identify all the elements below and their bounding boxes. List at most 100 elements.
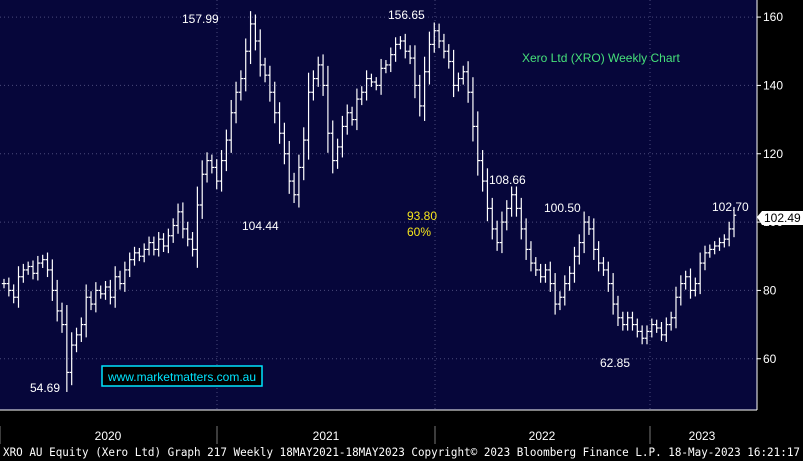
price-annotation: 54.69	[30, 381, 60, 395]
price-bar	[345, 104, 350, 135]
price-annotation: 156.65	[388, 8, 425, 22]
price-bar	[504, 200, 509, 231]
watermark-box	[101, 365, 263, 387]
price-bar	[649, 318, 655, 338]
price-bar	[335, 138, 340, 169]
price-bar	[644, 325, 650, 345]
price-bar	[562, 275, 567, 306]
price-bar	[557, 291, 563, 311]
price-bar	[35, 255, 41, 281]
price-bar	[185, 221, 190, 247]
price-bar	[127, 252, 132, 278]
price-bar	[528, 241, 534, 272]
price-annotation: 100.50	[544, 201, 581, 215]
price-bar	[45, 252, 50, 278]
price-bar	[369, 73, 374, 87]
price-bar	[388, 47, 393, 73]
price-bar	[282, 122, 287, 165]
price-bar	[422, 56, 427, 121]
y-tick-label: 80	[763, 283, 777, 297]
price-bar	[103, 280, 108, 300]
y-tick-label: 60	[763, 352, 777, 366]
price-series	[1, 11, 737, 392]
price-bar	[523, 218, 529, 260]
price-bar	[581, 211, 587, 254]
price-annotation: 108.66	[489, 173, 526, 187]
price-bar	[224, 129, 229, 172]
price-bar	[678, 275, 684, 306]
price-bar	[209, 154, 215, 174]
price-bar	[533, 257, 538, 276]
price-bar	[117, 270, 123, 290]
price-bar	[441, 33, 447, 59]
price-bar	[74, 327, 79, 353]
price-bar	[93, 282, 99, 313]
x-tick-label: 2023	[689, 429, 716, 443]
price-bar	[494, 220, 500, 251]
price-bar	[432, 22, 437, 53]
price-bar	[630, 311, 635, 331]
price-bar	[591, 218, 597, 260]
y-tick-label: 160	[763, 10, 783, 24]
price-annotation: 62.85	[600, 356, 630, 370]
price-bar	[21, 263, 26, 283]
price-bar	[673, 286, 679, 329]
fib-annotation: 93.80	[407, 209, 437, 223]
price-bar	[499, 211, 505, 254]
price-bar	[548, 261, 553, 292]
price-bar	[316, 56, 321, 87]
price-bar	[572, 246, 577, 283]
price-bar	[490, 197, 495, 240]
price-bar	[112, 266, 118, 308]
price-bar	[436, 23, 442, 49]
price-bar	[354, 88, 360, 131]
y-tick-label: 120	[763, 147, 783, 161]
price-bar	[16, 266, 21, 308]
price-bar	[340, 115, 345, 158]
price-bar	[291, 172, 297, 204]
price-bar	[615, 295, 621, 327]
price-bar	[393, 37, 398, 62]
last-price-pointer	[757, 211, 803, 225]
price-bar	[98, 285, 103, 299]
price-bar	[378, 58, 384, 95]
x-tick-label: 2021	[313, 429, 340, 443]
price-bar	[219, 150, 224, 192]
price-bar	[697, 252, 703, 295]
price-bar	[485, 168, 490, 222]
price-bar	[374, 77, 379, 91]
price-bar	[180, 202, 186, 239]
footer-text: XRO AU Equity (Xero Ltd) Graph 217 Weekl…	[3, 446, 800, 459]
price-bar	[11, 284, 16, 304]
price-bar	[398, 36, 403, 50]
price-bar	[552, 273, 558, 315]
price-bar	[262, 57, 268, 83]
price-bar	[577, 234, 582, 265]
price-bar	[40, 254, 45, 268]
price-bar	[620, 311, 626, 331]
price-bar	[54, 279, 60, 322]
price-bar	[325, 65, 331, 153]
price-bar	[693, 277, 698, 297]
price-annotation: 102.70	[712, 200, 749, 214]
price-bar	[301, 127, 306, 181]
price-bar	[427, 31, 432, 85]
price-bar	[330, 120, 335, 174]
price-bar	[349, 106, 355, 126]
price-bar	[625, 311, 630, 331]
last-price-label: 102.49	[764, 211, 801, 225]
price-bar	[688, 268, 693, 299]
price-bar	[446, 44, 451, 69]
price-bar	[30, 260, 36, 280]
price-bar	[151, 236, 157, 256]
footer-bar	[0, 444, 803, 461]
price-bar	[204, 152, 210, 183]
price-bar	[229, 99, 234, 153]
price-bar	[233, 81, 239, 124]
price-bar	[137, 247, 142, 262]
price-bar	[664, 317, 669, 342]
price-annotation: 104.44	[242, 219, 279, 233]
x-tick-label: 2020	[95, 429, 122, 443]
watermark: www.marketmatters.com.au	[101, 365, 263, 387]
